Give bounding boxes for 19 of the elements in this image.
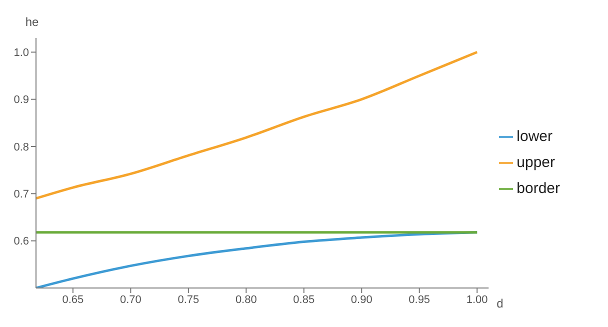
- x-tick-label: 0.80: [235, 294, 257, 306]
- x-tick-label: 0.70: [120, 294, 142, 306]
- y-tick-label: 0.9: [14, 94, 29, 106]
- y-tick-label: 0.8: [14, 141, 29, 154]
- legend-label: border: [516, 180, 560, 197]
- x-tick-label: 1.00: [466, 294, 488, 306]
- x-tick-label: 0.75: [178, 294, 200, 306]
- legend-label: lower: [516, 128, 552, 145]
- y-tick-label: 0.7: [14, 188, 29, 201]
- x-tick-label: 0.90: [350, 294, 372, 306]
- legend-label: upper: [516, 154, 556, 171]
- x-tick-label: 0.65: [62, 294, 84, 306]
- line-series: [36, 50, 478, 200]
- x-tick-label: 0.95: [408, 294, 430, 306]
- x-tick-label: 0.85: [293, 294, 315, 306]
- y-tick-label: 1.0: [14, 47, 29, 60]
- x-axis-title: d: [496, 296, 504, 310]
- y-tick-label: 0.6: [14, 236, 29, 248]
- y-axis-title: he: [25, 15, 39, 29]
